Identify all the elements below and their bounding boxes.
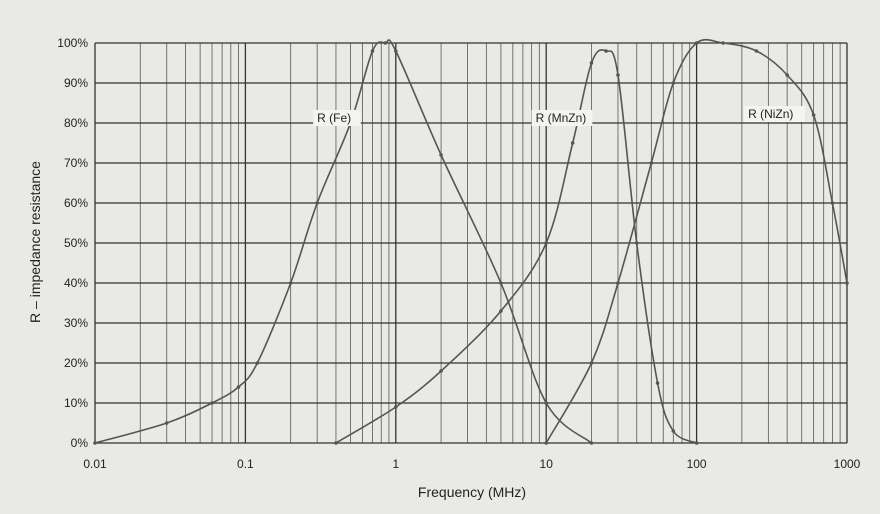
y-tick-label: 40% [64, 276, 88, 290]
data-point [694, 441, 699, 445]
data-point [694, 41, 699, 45]
y-tick-label: 80% [64, 116, 88, 130]
y-tick-label: 10% [64, 396, 88, 410]
data-point [370, 49, 375, 53]
data-point [655, 381, 660, 385]
data-point [499, 309, 503, 313]
x-tick-label: 0.1 [237, 457, 254, 471]
data-point [589, 61, 594, 65]
y-tick-label: 50% [64, 236, 88, 250]
data-point [439, 369, 443, 373]
data-point [616, 73, 620, 77]
data-point [210, 401, 214, 405]
x-axis-title: Frequency (MHz) [418, 484, 526, 500]
series-line-2 [545, 38, 848, 444]
data-point [721, 41, 725, 45]
data-point [288, 281, 293, 285]
y-tick-label: 60% [64, 196, 88, 210]
data-point [499, 281, 503, 285]
data-point [236, 385, 241, 389]
series-group [93, 38, 849, 445]
y-tick-label: 100% [57, 36, 88, 50]
series-label: R (NiZn) [748, 107, 793, 121]
y-tick-label: 30% [64, 316, 88, 330]
data-point [604, 49, 608, 53]
data-point [671, 429, 676, 433]
x-tick-label: 1 [392, 457, 399, 471]
data-point [439, 153, 443, 157]
data-point [671, 81, 676, 85]
data-point [544, 401, 548, 405]
y-tick-label: 0% [71, 436, 89, 450]
y-tick-label: 20% [64, 356, 88, 370]
series-label-bg [744, 106, 805, 122]
series-label-bg [531, 110, 593, 126]
data-point [255, 361, 260, 365]
y-tick-labels: 0% 10% 20% 30% 40% 50% 60% 70% 80% 90% 100% [57, 36, 88, 450]
data-point [811, 113, 816, 117]
series-label-bg [313, 110, 361, 126]
x-tick-label: 100 [687, 457, 707, 471]
data-point [394, 405, 398, 409]
data-point [845, 281, 849, 285]
data-point [634, 241, 639, 245]
grid-major [94, 42, 848, 444]
series-labels: R (Fe) R (MnZn) R (NiZn) [313, 106, 805, 126]
x-tick-labels: 0.01 0.1 1 10 100 1000 [83, 457, 860, 471]
x-tick-label: 1000 [834, 457, 861, 471]
y-axis-title: R – impedance resistance [27, 161, 43, 323]
series-line-0 [94, 39, 593, 444]
series-line-1 [335, 49, 697, 444]
x-tick-label: 0.01 [83, 457, 107, 471]
data-point [754, 49, 759, 53]
data-point [544, 241, 548, 245]
data-point [394, 49, 398, 53]
data-point [589, 361, 594, 365]
data-point [544, 441, 548, 445]
data-point [164, 421, 169, 425]
data-point [383, 41, 387, 45]
x-tick-label: 10 [540, 457, 554, 471]
series-label: R (Fe) [317, 111, 351, 125]
y-tick-label: 70% [64, 156, 88, 170]
data-point [785, 73, 789, 77]
data-point [616, 281, 620, 285]
data-point [589, 441, 594, 445]
data-point [570, 141, 575, 145]
data-point [315, 201, 319, 205]
data-point [334, 441, 338, 445]
y-tick-label: 90% [64, 76, 88, 90]
data-point [93, 441, 97, 445]
data-point [649, 161, 654, 165]
series-label: R (MnZn) [536, 111, 587, 125]
data-point [830, 201, 835, 205]
